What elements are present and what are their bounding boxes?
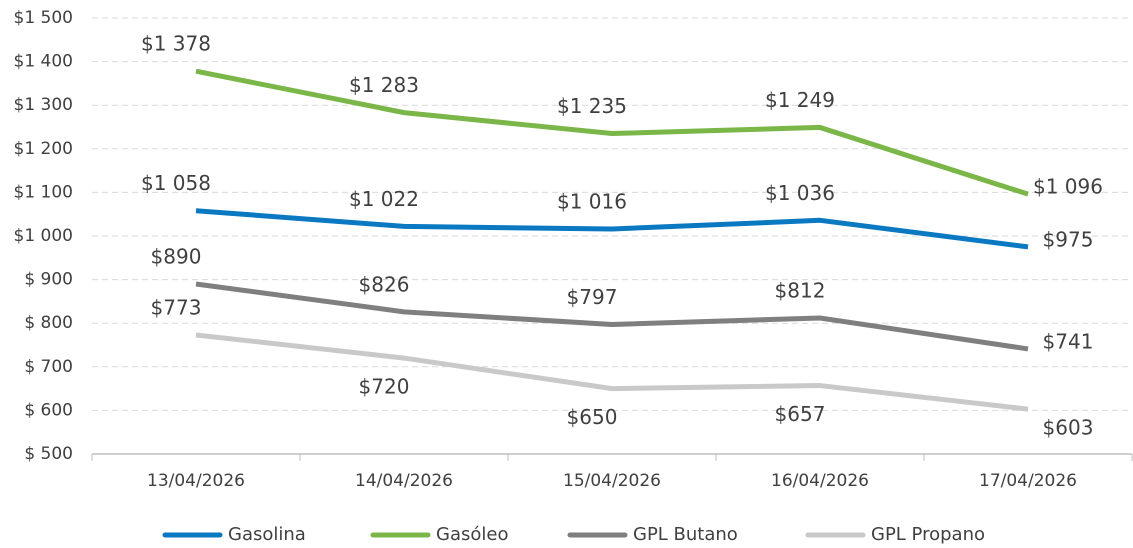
- data-label: $1 016: [557, 190, 627, 214]
- data-label: $720: [359, 375, 410, 399]
- data-label: $1 036: [765, 181, 835, 205]
- y-tick-label: $1 400: [14, 52, 73, 72]
- y-tick-label: $ 700: [24, 357, 73, 377]
- x-tick-label: 14/04/2026: [355, 471, 453, 491]
- data-label: $1 283: [349, 73, 419, 97]
- data-label: $650: [567, 405, 618, 429]
- y-tick-label: $1 500: [14, 8, 73, 28]
- data-label: $741: [1043, 329, 1094, 353]
- series-line: [195, 68, 1029, 197]
- data-label: $826: [359, 272, 410, 296]
- y-tick-label: $ 600: [24, 400, 73, 420]
- x-tick-label: 13/04/2026: [147, 471, 245, 491]
- legend-label: GPL Propano: [871, 524, 985, 545]
- data-label: $657: [775, 402, 826, 426]
- y-tick-label: $ 500: [24, 444, 73, 464]
- legend-label: Gasóleo: [436, 524, 508, 545]
- data-label: $1 235: [557, 94, 627, 118]
- y-tick-label: $1 200: [14, 139, 73, 159]
- data-label: $1 096: [1033, 175, 1103, 199]
- series-line: [195, 208, 1029, 250]
- y-tick-label: $ 900: [24, 270, 73, 290]
- data-label: $1 378: [141, 32, 211, 56]
- series-line: [195, 281, 1029, 352]
- data-label: $1 022: [349, 187, 419, 211]
- y-tick-label: $1 000: [14, 226, 73, 246]
- y-tick-label: $ 800: [24, 313, 73, 333]
- legend-label: Gasolina: [228, 524, 306, 545]
- data-label: $1 058: [141, 171, 211, 195]
- data-label: $797: [567, 285, 618, 309]
- y-tick-label: $1 300: [14, 95, 73, 115]
- data-label: $975: [1043, 227, 1094, 251]
- x-tick-label: 16/04/2026: [771, 471, 869, 491]
- data-label: $1 249: [765, 88, 835, 112]
- x-tick-label: 15/04/2026: [563, 471, 661, 491]
- data-label: $773: [151, 295, 202, 319]
- legend-label: GPL Butano: [633, 524, 738, 545]
- x-tick-label: 17/04/2026: [979, 471, 1077, 491]
- data-label: $603: [1043, 416, 1094, 440]
- series-line: [195, 332, 1029, 412]
- y-tick-label: $1 100: [14, 182, 73, 202]
- data-label: $812: [775, 278, 826, 302]
- data-label: $890: [151, 244, 202, 268]
